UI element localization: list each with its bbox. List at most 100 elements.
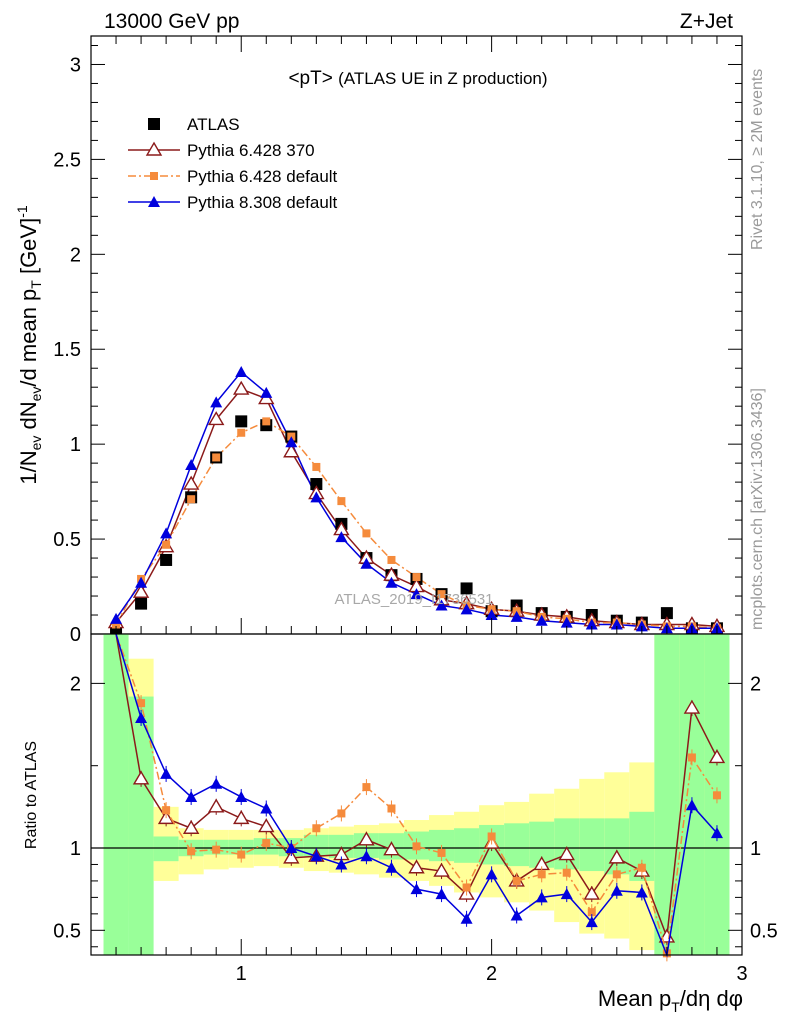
mc-point [162, 540, 171, 549]
ratio-point [207, 798, 225, 813]
ratio-point [212, 845, 221, 854]
mc-point [362, 529, 371, 538]
plot-title-main: <pT> [288, 68, 332, 89]
ratio-point [610, 884, 623, 896]
ratio-point [162, 806, 171, 815]
mc-point [485, 609, 498, 621]
mc-point [262, 417, 271, 426]
ratio-point [237, 850, 246, 859]
header-right: Z+Jet [680, 10, 733, 33]
ratio-point [562, 868, 571, 877]
mc-point [112, 620, 121, 629]
legend-marker [148, 196, 160, 207]
y-tick-label: 2.5 [53, 149, 81, 171]
mc-point [182, 475, 200, 490]
ratio-point [535, 891, 548, 903]
ratio-point [358, 831, 375, 846]
ratio-point [587, 908, 596, 917]
ratio-point [537, 870, 546, 879]
uncertainty-band-green [103, 634, 129, 955]
ratio-point [135, 711, 148, 723]
ratio-point [635, 886, 648, 898]
ratio-point [285, 842, 298, 853]
plot-title-sub: (ATLAS UE in Z production) [338, 69, 547, 88]
mc-point [135, 576, 148, 588]
mc-point [260, 386, 273, 398]
plot-title: <pT> (ATLAS UE in Z production) [288, 68, 547, 89]
x-tick-label: 1 [236, 963, 247, 985]
y-axis-label-main: 1/Nev dNev/d mean pT [GeV]-1 [14, 205, 44, 485]
y-axis-label-ratio: Ratio to ATLAS [23, 741, 40, 849]
mc-point [233, 380, 250, 395]
legend-marker [150, 172, 158, 180]
ratio-point [712, 791, 721, 800]
mc-point [385, 576, 398, 588]
ratio-point [462, 883, 471, 892]
ratio-point [437, 848, 446, 857]
ratio-point [233, 809, 250, 825]
mc-point [237, 428, 246, 437]
ratio-point [512, 876, 521, 885]
mc-point [412, 573, 421, 582]
ratio-point [258, 818, 275, 833]
mc-point [560, 616, 573, 628]
ratio-point [137, 699, 146, 708]
ratio-point [335, 858, 348, 870]
ratio-point [362, 783, 371, 792]
y-tick-label: 1 [70, 434, 81, 456]
ratio-point [583, 885, 600, 900]
uncertainty-band-green [504, 823, 530, 867]
ratio-point [360, 850, 373, 862]
mc-point [283, 443, 300, 458]
mc-point [312, 462, 321, 471]
ratio-point [435, 888, 448, 900]
data-point [460, 582, 473, 595]
ratio-point [560, 888, 573, 900]
ratio-point [487, 832, 496, 841]
ratio-point [387, 804, 396, 813]
y-tick-label: 0 [70, 624, 81, 646]
ratio-point [235, 790, 248, 802]
ratio-plot-panel: 1 2 30.5 0.51 12 2 [53, 633, 778, 985]
uncertainty-band-green [303, 834, 329, 857]
ratio-point [283, 849, 300, 864]
mc-point [635, 620, 648, 632]
legend-label: Pythia 6.428 default [187, 167, 338, 186]
ratio-point [310, 850, 323, 862]
ratio-point [260, 802, 273, 814]
ratio-y-tick-label-right: 1 [750, 838, 761, 860]
data-point [135, 597, 148, 610]
mc-point [337, 497, 346, 506]
mc-point [285, 436, 298, 448]
y-tick-label: 1.5 [53, 339, 81, 361]
mcplots-label: mcplots.cern.ch [arXiv:1306.3436] [749, 388, 766, 630]
ratio-point [132, 770, 150, 785]
ratio-point [460, 912, 473, 924]
mc-point [210, 396, 223, 408]
y-tick-label: 0.5 [53, 529, 81, 551]
x-tick-label: 3 [736, 963, 747, 985]
ratio-point [408, 859, 425, 874]
analysis-watermark: ATLAS_2019_I1736531 [334, 591, 493, 608]
ratio-point [182, 819, 200, 834]
legend-label: Pythia 6.428 370 [187, 141, 315, 160]
ratio-point [433, 862, 450, 877]
ratio-point [410, 883, 423, 895]
ratio-point [710, 827, 723, 839]
mc-point [310, 491, 323, 503]
mc-point [360, 557, 373, 569]
mc-point [435, 599, 448, 611]
mc-point [335, 531, 348, 543]
mc-point [585, 618, 598, 630]
data-point [310, 478, 323, 491]
main-plot-panel: 0 0.5 1 1.5 2 2.5 3 [53, 35, 743, 646]
ratio-point [385, 861, 398, 873]
legend: ATLAS Pythia 6.428 370 Pythia 6.428 defaul… [128, 115, 338, 212]
ratio-point [608, 849, 626, 864]
ratio-point [685, 799, 698, 811]
data-point [660, 607, 673, 620]
uncertainty-band-green [604, 818, 630, 875]
mc-point [160, 527, 173, 539]
mc-point [460, 603, 473, 615]
